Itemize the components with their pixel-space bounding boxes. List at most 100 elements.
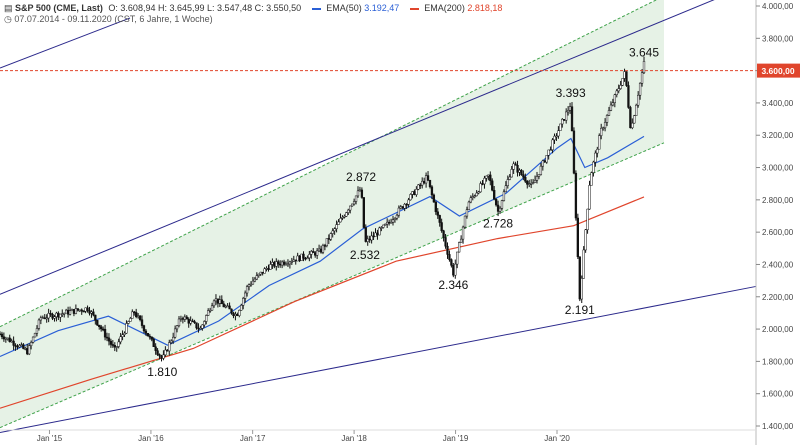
price-bar-body: [76, 308, 79, 311]
price-bar-body: [296, 255, 299, 262]
price-bar-body: [551, 139, 554, 151]
price-bar-body: [33, 332, 37, 338]
y-tick-label: 2.200,00: [762, 293, 794, 302]
price-bar-body: [240, 305, 243, 311]
price-bar-body: [475, 192, 478, 197]
price-bar-body: [247, 284, 251, 287]
price-bar-body: [277, 261, 280, 265]
price-bar-body: [547, 149, 550, 156]
price-bar-body: [413, 191, 416, 195]
price-bar-body: [469, 197, 472, 203]
price-bar-body: [51, 314, 54, 319]
price-bar-body: [74, 308, 78, 314]
price-bar-body: [10, 340, 13, 343]
price-bar-body: [574, 172, 578, 219]
price-bar-body: [590, 172, 593, 186]
price-bar-body: [489, 174, 492, 182]
price-bar-body: [434, 201, 437, 213]
price-bar-body: [212, 300, 216, 307]
price-bar-body: [395, 214, 399, 219]
price-bar-body: [218, 299, 222, 304]
symbol-name: S&P 500 (CME, Last): [15, 3, 103, 13]
price-bar-body: [63, 312, 66, 315]
ema50-line: [0, 135, 645, 358]
price-bar-body: [267, 268, 270, 270]
price-bar-body: [588, 185, 591, 210]
y-tick-label: 2.600,00: [762, 228, 794, 237]
chart-header: ▤ S&P 500 (CME, Last) O: 3.608,94 H: 3.6…: [4, 3, 502, 25]
quote-row: ▤ S&P 500 (CME, Last) O: 3.608,94 H: 3.6…: [4, 3, 502, 14]
price-bar-body: [337, 221, 340, 225]
price-bar-body: [623, 71, 626, 79]
price-bar-body: [481, 183, 484, 185]
price-bar-body: [150, 336, 153, 340]
ema200-line: [0, 196, 645, 409]
price-bar-body: [162, 354, 165, 359]
price-bar-body: [615, 90, 618, 95]
price-bar-body: [424, 175, 428, 184]
price-bar-body: [22, 344, 25, 349]
channel-upper-border: [0, 0, 658, 328]
price-bar-body: [430, 186, 434, 196]
price-bar-body: [477, 191, 480, 194]
price-bar-body: [263, 268, 266, 274]
price-bar-body: [131, 311, 134, 319]
price-bar-body: [370, 235, 373, 241]
high-value: H: 3.645,99: [157, 3, 205, 13]
price-bar-body: [286, 263, 290, 266]
price-bar-body: [601, 127, 605, 130]
price-bar-body: [144, 330, 148, 334]
price-bar-body: [125, 323, 128, 334]
price-bar-body: [576, 217, 579, 257]
x-tick-label: Jan '16: [138, 434, 164, 443]
price-bar-body: [321, 245, 325, 253]
price-bar-body: [467, 201, 471, 210]
price-bar-body: [421, 180, 424, 186]
y-tick-label: 1.400,00: [762, 422, 794, 431]
price-series: [0, 56, 646, 362]
price-bar-body: [18, 345, 21, 348]
price-bar-body: [333, 228, 336, 232]
price-bar-body: [253, 278, 257, 282]
chart-bars-icon[interactable]: ▤: [4, 3, 13, 13]
price-bar-body: [175, 325, 179, 330]
price-bar-body: [142, 325, 146, 332]
price-bar-body: [419, 184, 422, 187]
price-bar-body: [2, 336, 6, 340]
price-bar-body: [444, 237, 447, 247]
price-bar-body: [88, 310, 91, 314]
price-bar-body: [640, 72, 644, 84]
price-bar-body: [113, 345, 116, 348]
price-bar-body: [557, 130, 560, 137]
range-row: ◷ 07.07.2014 - 09.11.2020 (CST, 6 Jahre,…: [4, 14, 502, 25]
price-bar-body: [243, 292, 247, 299]
ema50-legend-value: 3.192,47: [364, 3, 400, 13]
ema50-legend-swatch: [311, 7, 321, 10]
price-bar-body: [0, 333, 4, 337]
price-bar-body: [230, 308, 233, 314]
annotation-2346: 2.346: [438, 278, 468, 292]
price-bar-body: [214, 298, 218, 302]
price-bar-body: [259, 271, 262, 275]
price-bar-body: [351, 203, 354, 207]
price-bar-body: [201, 324, 204, 329]
annotation-3393: 3.393: [556, 86, 586, 100]
price-bar-body: [14, 345, 17, 347]
price-bar-body: [121, 334, 124, 337]
x-tick-label: Jan '19: [443, 434, 469, 443]
price-bar-body: [352, 201, 356, 205]
price-bar-body: [349, 205, 352, 211]
price-bar-body: [103, 328, 107, 338]
price-bar-body: [380, 227, 383, 229]
price-bar-body: [288, 261, 292, 265]
price-bar-body: [508, 176, 511, 180]
price-bar-body: [312, 251, 315, 253]
price-bar-body: [271, 262, 274, 265]
price-bar-body: [242, 298, 245, 306]
price-bar-body: [12, 340, 15, 346]
y-tick-label: 3.200,00: [762, 131, 794, 140]
price-bar-body: [109, 340, 113, 345]
price-bar-body: [409, 194, 412, 201]
price-bar-body: [417, 184, 420, 190]
